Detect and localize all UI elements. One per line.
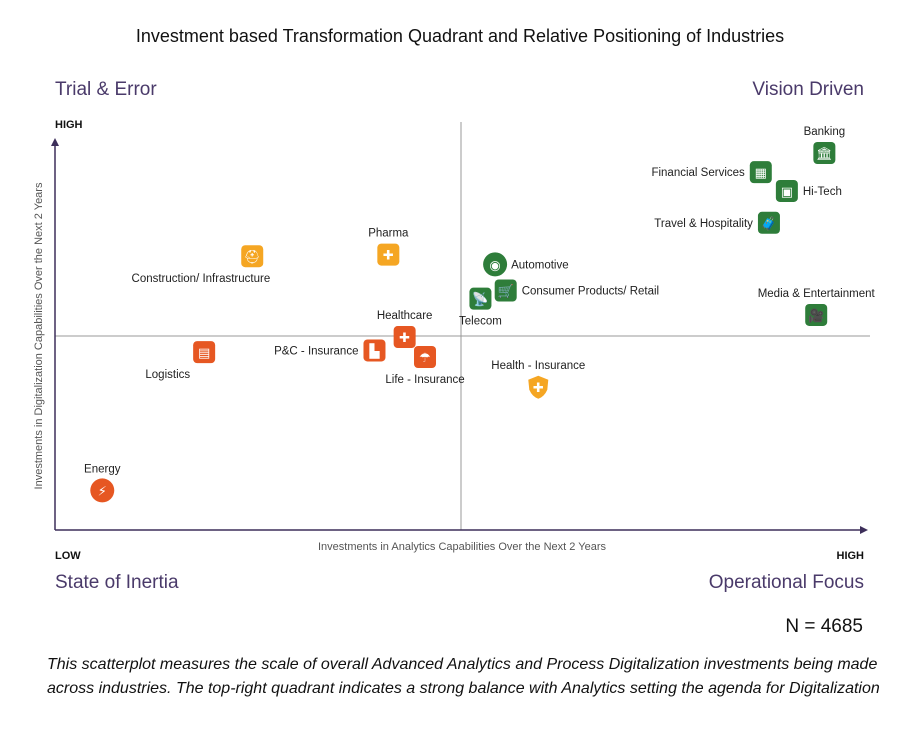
point-telecom: 📡 Telecom xyxy=(459,287,502,328)
calculator-icon xyxy=(749,161,772,184)
point-glyph: ▦ xyxy=(755,166,767,181)
video-camera-icon xyxy=(805,303,828,326)
satellite-dish-icon xyxy=(469,287,492,310)
umbrella-family-icon xyxy=(414,346,437,369)
point-travel-hospitality: 🧳 Travel & Hospitality xyxy=(654,211,780,234)
steering-wheel-icon xyxy=(483,252,508,277)
bank-icon xyxy=(813,142,836,165)
lightning-icon xyxy=(90,478,115,503)
point-label: Pharma xyxy=(368,228,409,240)
chart-title: Investment based Transformation Quadrant… xyxy=(135,26,785,46)
point-p-c-insurance: ▙ P&C - Insurance xyxy=(274,339,386,362)
point-financial-services: ▦ Financial Services xyxy=(651,161,772,184)
x-axis-high-label: HIGH xyxy=(837,550,865,562)
point-label: P&C - Insurance xyxy=(274,345,358,357)
point-glyph: ⚡ xyxy=(98,484,107,499)
hard-hat-icon xyxy=(241,245,264,268)
point-logistics: ▤ Logistics xyxy=(145,341,216,381)
hand-plus-icon xyxy=(377,243,400,266)
point-glyph: ▣ xyxy=(781,185,793,200)
point-energy: ⚡ Energy xyxy=(84,463,121,503)
point-glyph: 🏛 xyxy=(816,146,833,162)
point-glyph: 📡 xyxy=(472,291,488,308)
point-glyph: ✚ xyxy=(399,331,410,346)
quadrant-label-trial-error: Trial & Error xyxy=(55,79,157,100)
x-axis-low-label: LOW xyxy=(55,550,81,562)
point-glyph: 🛒 xyxy=(498,284,514,300)
quadrant-scatter-chart: HIGH LOW HIGH Investments in Analytics C… xyxy=(33,119,876,562)
point-automotive: ◉ Automotive xyxy=(483,252,569,277)
point-label: Travel & Hospitality xyxy=(654,218,753,230)
point-glyph: ▙ xyxy=(368,342,380,359)
quadrant-label-operational-focus: Operational Focus xyxy=(708,572,864,593)
hand-cross-icon xyxy=(393,326,416,349)
y-axis-high-label: HIGH xyxy=(55,119,83,131)
sample-size: N = 4685 xyxy=(785,616,863,637)
point-glyph: ✚ xyxy=(383,249,394,264)
point-label: Media & Entertainment xyxy=(758,288,876,300)
point-label: Logistics xyxy=(145,369,190,381)
x-axis-title: Investments in Analytics Capabilities Ov… xyxy=(318,541,606,553)
shopping-cart-icon xyxy=(494,279,517,302)
point-glyph: 🎥 xyxy=(808,308,824,324)
point-glyph: ▤ xyxy=(198,346,210,361)
point-glyph: 🧳 xyxy=(761,216,777,232)
point-label: Healthcare xyxy=(377,310,433,322)
point-label: Telecom xyxy=(459,316,502,328)
point-glyph: ☂ xyxy=(419,351,431,366)
point-label: Construction/ Infrastructure xyxy=(132,273,271,285)
chip-icon xyxy=(775,179,798,202)
point-health-insurance: ✚ Health - Insurance xyxy=(491,360,585,399)
point-glyph: ✚ xyxy=(533,381,544,396)
point-construction-infrastructure: ⛑ Construction/ Infrastructure xyxy=(132,245,271,285)
point-label: Banking xyxy=(804,126,846,138)
point-label: Life - Insurance xyxy=(385,374,464,386)
caption: This scatterplot measures the scale of o… xyxy=(47,656,880,697)
point-banking: 🏛 Banking xyxy=(804,126,846,165)
point-media-entertainment: 🎥 Media & Entertainment xyxy=(758,288,876,326)
point-consumer-products-retail: 🛒 Consumer Products/ Retail xyxy=(494,279,659,302)
point-label: Energy xyxy=(84,463,121,475)
point-hi-tech: ▣ Hi-Tech xyxy=(775,179,842,202)
quadrant-label-vision-driven: Vision Driven xyxy=(752,79,864,100)
y-axis-title: Investments in Digitalization Capabiliti… xyxy=(33,182,45,489)
point-label: Consumer Products/ Retail xyxy=(522,286,659,298)
luggage-icon xyxy=(757,211,780,234)
package-icon xyxy=(193,341,216,364)
car-home-icon xyxy=(363,339,386,362)
quadrant-label-state-of-inertia: State of Inertia xyxy=(55,572,179,593)
point-label: Health - Insurance xyxy=(491,360,585,372)
points-layer: 🏛 Banking ▦ Financial Services ▣ Hi-Tech 🧳 Trav… xyxy=(84,126,876,503)
point-glyph: ◉ xyxy=(489,258,500,273)
shield-plus-icon xyxy=(528,375,549,399)
point-healthcare: ✚ Healthcare xyxy=(377,310,433,349)
point-label: Automotive xyxy=(511,259,569,271)
point-life-insurance: ☂ Life - Insurance xyxy=(385,346,465,386)
point-pharma: ✚ Pharma xyxy=(368,228,409,266)
point-label: Financial Services xyxy=(651,167,745,179)
point-label: Hi-Tech xyxy=(803,186,842,198)
point-glyph: ⛑ xyxy=(244,249,261,265)
